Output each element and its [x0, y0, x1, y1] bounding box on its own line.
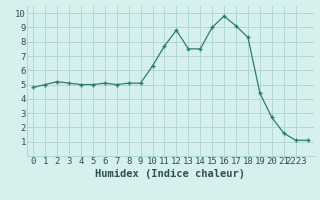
X-axis label: Humidex (Indice chaleur): Humidex (Indice chaleur): [95, 169, 245, 179]
